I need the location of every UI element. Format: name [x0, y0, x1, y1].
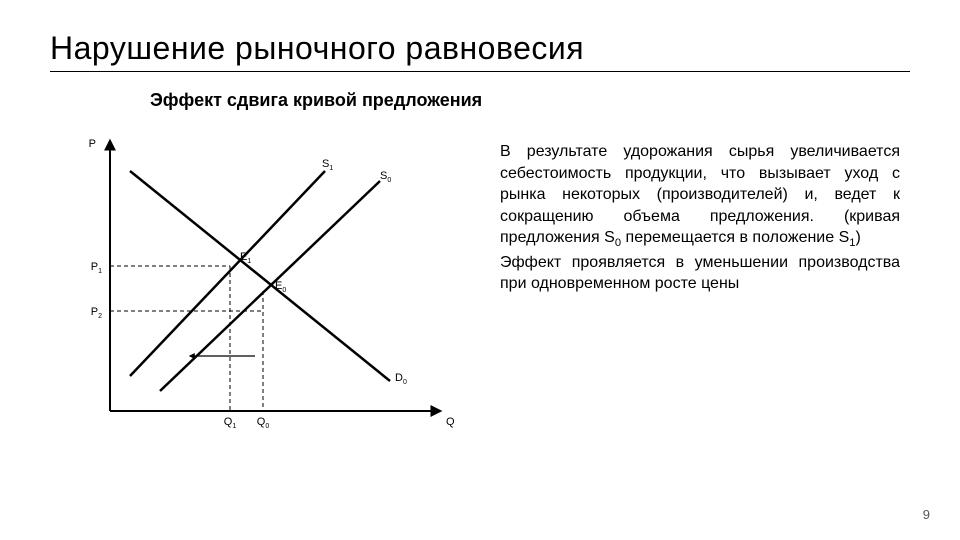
- explanation-text: В результате удорожания сырья увеличивае…: [500, 121, 910, 295]
- supply-demand-chart: P Q D0 S0 S1 E0 E1 P1 P2 Q1 Q0: [50, 121, 470, 451]
- svg-text:Q1: Q1: [224, 416, 237, 430]
- subtitle: Эффект сдвига кривой предложения: [150, 90, 910, 111]
- svg-text:D0: D0: [395, 372, 407, 386]
- svg-text:S0: S0: [380, 170, 391, 184]
- svg-text:Q0: Q0: [257, 416, 270, 430]
- svg-text:Q: Q: [446, 416, 455, 428]
- svg-text:E1: E1: [240, 251, 251, 265]
- svg-text:P1: P1: [91, 261, 102, 275]
- svg-text:P: P: [89, 138, 96, 150]
- page-title: Нарушение рыночного равновесия: [50, 30, 910, 72]
- svg-text:S1: S1: [322, 158, 333, 172]
- content-row: P Q D0 S0 S1 E0 E1 P1 P2 Q1 Q0 В результате удорож…: [50, 121, 910, 451]
- svg-text:P2: P2: [91, 306, 102, 320]
- svg-text:E0: E0: [275, 280, 286, 294]
- page-number: 9: [923, 507, 930, 522]
